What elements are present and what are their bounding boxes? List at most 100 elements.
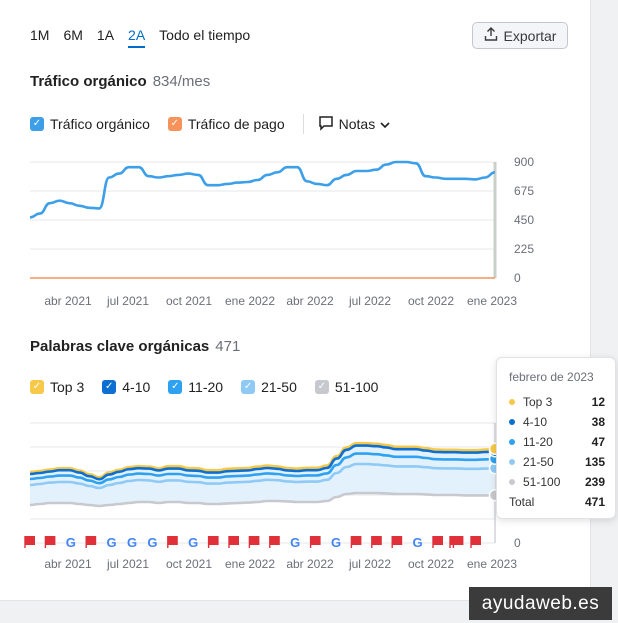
chevron-down-icon <box>380 116 390 132</box>
flag-icon <box>391 536 403 548</box>
pos-21-50-line <box>29 462 496 490</box>
google-icon: G <box>107 535 117 550</box>
x-tick-label: abr 2022 <box>286 557 334 571</box>
tooltip-row-value: 471 <box>584 495 605 509</box>
flag-body <box>167 536 178 545</box>
y-tick-label: 0 <box>514 271 521 285</box>
legend-11-20[interactable]: ✓ 11-20 <box>168 379 223 395</box>
keywords-title: Palabras clave orgánicas 471 <box>30 338 240 355</box>
legend-4-10-label: 4-10 <box>122 379 151 395</box>
flag-body <box>86 536 97 545</box>
flag-icon <box>207 536 219 548</box>
x-tick-label: ene 2023 <box>467 557 517 571</box>
tooltip-row: 11-20 47 <box>509 432 605 452</box>
google-icon: G <box>188 535 198 550</box>
tooltip-row-label: 21-50 <box>523 455 554 469</box>
flag-icon <box>44 536 56 548</box>
tooltip-row: 21-50 135 <box>509 452 605 472</box>
dot-icon <box>509 459 515 465</box>
flag-icon <box>24 536 35 548</box>
flag-icon <box>228 536 239 548</box>
legend-organic[interactable]: ✓ Tráfico orgánico <box>30 116 150 132</box>
tooltip-row-value: 38 <box>591 415 605 429</box>
tooltip-row-label: Top 3 <box>523 395 553 409</box>
traffic-chart[interactable]: 0 225 450 675 900 abr 2021 jul 2021 oct 2021 ene… <box>0 150 590 310</box>
flag-body <box>471 536 481 545</box>
flag-icon <box>167 536 178 548</box>
period-2a[interactable]: 2A <box>128 27 146 48</box>
pos-51-100-line <box>29 491 496 508</box>
period-6m[interactable]: 6M <box>63 27 83 43</box>
tooltip-row-label: 11-20 <box>523 435 553 449</box>
period-1m[interactable]: 1M <box>30 27 50 43</box>
tooltip-row-label: Total <box>509 495 535 509</box>
traffic-title: Tráfico orgánico 834/mes <box>30 73 210 90</box>
dot-icon <box>509 479 515 485</box>
google-icon: G <box>147 535 157 550</box>
flag-icon <box>350 536 362 548</box>
x-tick-label: jul 2022 <box>348 557 391 571</box>
flag-body <box>433 536 443 545</box>
keywords-chart[interactable]: 0 abr 2021 jul 2021 oct 2021 ene 2022 abr 202… <box>0 415 590 575</box>
keywords-tooltip: febrero de 2023 Top 3 12 4-10 38 11-20 4… <box>496 357 616 519</box>
export-button[interactable]: Exportar <box>472 22 568 49</box>
tooltip-total-row: Total 471 <box>509 492 605 512</box>
x-tick-label: ene 2022 <box>225 557 275 571</box>
tooltip-row: 51-100 239 <box>509 472 605 492</box>
checkbox-checked-icon: ✓ <box>30 117 44 131</box>
checkbox-checked-icon: ✓ <box>167 117 182 131</box>
tooltip-row-value: 135 <box>584 455 605 469</box>
watermark: ayudaweb.es <box>469 587 612 620</box>
x-tick-label: ene 2023 <box>467 294 517 308</box>
legend-paid-label: Tráfico de pago <box>187 116 285 132</box>
x-tick-label: jul 2022 <box>348 294 391 308</box>
legend-top3-label: Top 3 <box>50 379 85 395</box>
dot-icon <box>509 439 515 445</box>
x-tick-label: oct 2022 <box>408 557 454 571</box>
checkbox-checked-icon: ✓ <box>314 380 329 394</box>
flag-icon <box>269 536 280 548</box>
flag-body <box>249 536 260 545</box>
notes-label: Notas <box>338 116 376 132</box>
legend-4-10[interactable]: ✓ 4-10 <box>102 379 150 395</box>
upload-icon <box>484 27 498 44</box>
legend-paid[interactable]: ✓ Tráfico de pago <box>167 116 285 132</box>
tooltip-row-value: 239 <box>584 475 605 489</box>
notes-dropdown[interactable]: Notas <box>318 115 391 134</box>
tooltip-row-value: 12 <box>591 395 605 409</box>
legend-top3[interactable]: ✓ Top 3 <box>30 379 84 395</box>
keywords-title-text: Palabras clave orgánicas <box>30 338 210 355</box>
organic-traffic-line <box>29 160 496 219</box>
checkbox-checked-icon: ✓ <box>168 380 183 394</box>
x-tick-label: jul 2021 <box>106 294 149 308</box>
y-tick-label: 0 <box>514 536 521 550</box>
tooltip-title: febrero de 2023 <box>509 370 594 384</box>
y-tick-label: 225 <box>514 242 534 256</box>
y-tick-label: 450 <box>514 213 534 227</box>
flag-body <box>269 536 280 545</box>
flag-icon <box>248 536 260 548</box>
tooltip-row: 4-10 38 <box>509 412 605 432</box>
flag-body <box>45 536 56 545</box>
traffic-subtitle: 834/mes <box>152 73 211 90</box>
flag-body <box>310 536 321 545</box>
flag-body <box>392 536 403 545</box>
y-tick-label: 675 <box>514 184 534 198</box>
x-tick-label: abr 2021 <box>44 294 92 308</box>
top3-line <box>29 441 496 479</box>
pos-4-10-line <box>29 444 496 481</box>
tooltip-row-value: 47 <box>591 435 605 449</box>
keywords-legend: ✓ Top 3 ✓ 4-10 ✓ 11-20 ✓ 21-50 ✓ 51-100 <box>30 379 396 395</box>
flag-body <box>25 536 35 545</box>
legend-divider <box>302 114 304 134</box>
flag-icon <box>371 536 382 548</box>
dot-icon <box>509 399 515 405</box>
legend-21-50[interactable]: ✓ 21-50 <box>241 379 297 395</box>
period-all-time[interactable]: Todo el tiempo <box>159 27 251 43</box>
organic-research-card: 1M 6M 1A 2A Todo el tiempo Exportar Tráf… <box>0 0 591 601</box>
flag-body <box>208 536 219 545</box>
legend-51-100[interactable]: ✓ 51-100 <box>314 379 378 395</box>
period-1a[interactable]: 1A <box>96 27 115 43</box>
legend-21-50-label: 21-50 <box>261 379 297 395</box>
x-tick-label: abr 2022 <box>286 294 334 308</box>
